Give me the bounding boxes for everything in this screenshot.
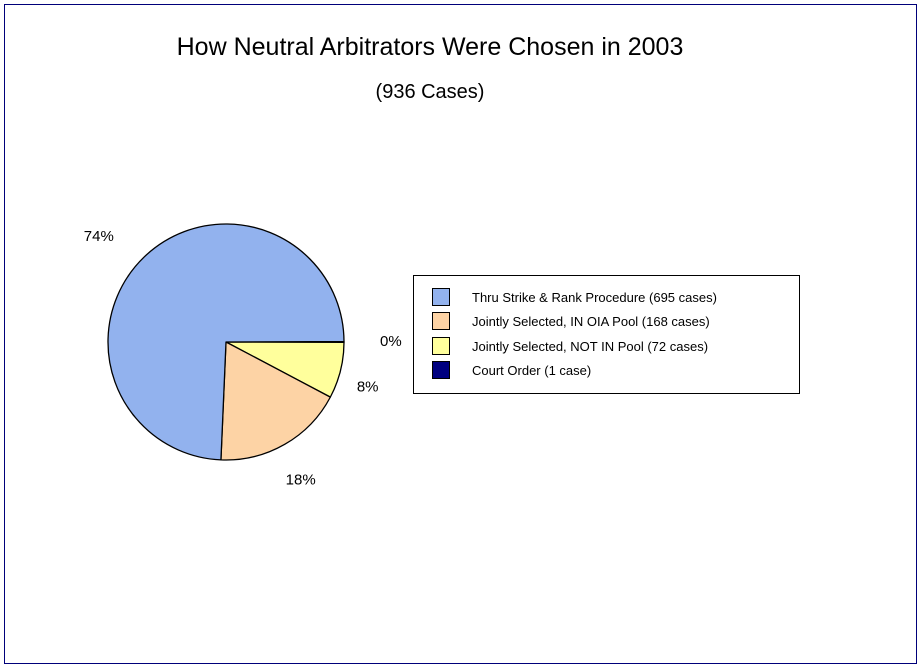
pie-label-jointly-in-pool: 18% <box>286 472 316 489</box>
pie-slice-jointly-in-pool <box>220 341 331 461</box>
chart-frame: How Neutral Arbitrators Were Chosen in 2… <box>4 4 917 664</box>
pie-percent-labels: 0% 8% 18% 74% <box>84 228 402 489</box>
legend-swatch-jointly-in-pool <box>432 312 450 330</box>
legend-swatch-jointly-not-in-pool <box>432 337 450 355</box>
legend-label-jointly-in-pool: Jointly Selected, IN OIA Pool (168 cases… <box>472 313 710 329</box>
pie-label-jointly-not-in-pool: 8% <box>357 378 379 395</box>
chart-title: How Neutral Arbitrators Were Chosen in 2… <box>176 33 684 61</box>
legend-item-court-order: Court Order (1 case) <box>432 359 591 381</box>
legend-item-jointly-in-pool: Jointly Selected, IN OIA Pool (168 cases… <box>432 310 710 332</box>
legend-item-strike-rank: Thru Strike & Rank Procedure (695 cases) <box>432 286 717 308</box>
pie-slices <box>107 223 345 461</box>
legend-item-jointly-not-in-pool: Jointly Selected, NOT IN Pool (72 cases) <box>432 335 708 357</box>
legend-label-jointly-not-in-pool: Jointly Selected, NOT IN Pool (72 cases) <box>472 338 709 354</box>
pie-chart: 0% 8% 18% 74% <box>84 223 402 489</box>
chart-legend: Thru Strike & Rank Procedure (695 cases)… <box>413 275 800 394</box>
legend-swatch-strike-rank <box>432 288 450 306</box>
legend-label-strike-rank: Thru Strike & Rank Procedure (695 cases) <box>472 289 717 305</box>
pie-label-court-order: 0% <box>380 333 402 350</box>
legend-label-court-order: Court Order (1 case) <box>472 362 592 378</box>
pie-label-strike-rank: 74% <box>84 228 114 245</box>
chart-subtitle: (936 Cases) <box>375 81 485 103</box>
legend-swatch-court-order <box>432 361 450 379</box>
pie-slice-strike-rank <box>107 223 345 461</box>
